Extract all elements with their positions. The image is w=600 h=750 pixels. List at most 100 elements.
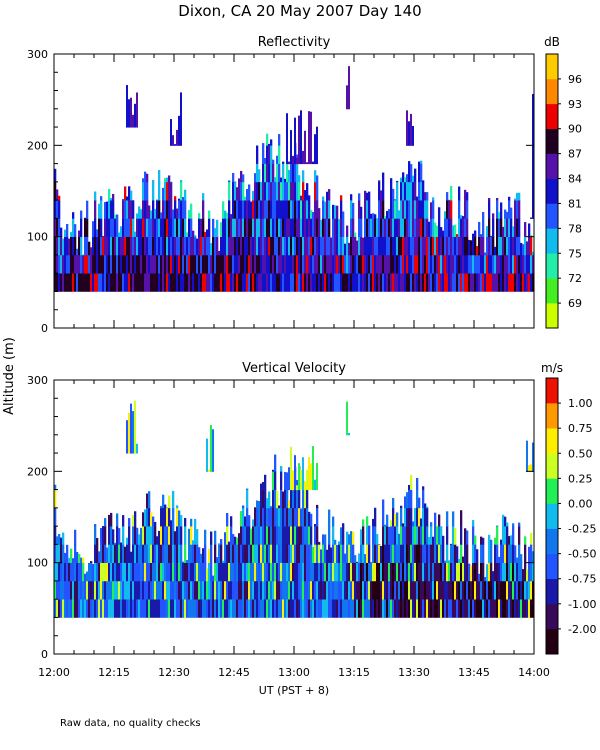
velocity-cell — [498, 599, 501, 618]
elevated-echo — [348, 66, 350, 110]
reflectivity-cell — [114, 236, 117, 256]
velocity-cell — [500, 580, 503, 600]
reflectivity-cell — [342, 218, 345, 237]
reflectivity-cell — [396, 181, 399, 201]
velocity-cell — [96, 599, 99, 618]
colorbar-swatch — [546, 503, 558, 529]
reflectivity-cell — [326, 191, 329, 201]
reflectivity-cell — [264, 254, 267, 274]
reflectivity-cell — [120, 226, 123, 237]
velocity-cell — [474, 580, 477, 600]
velocity-cell — [174, 544, 177, 563]
velocity-cell — [320, 562, 323, 582]
reflectivity-cell — [296, 181, 299, 201]
velocity-cell — [132, 599, 135, 618]
reflectivity-cell — [270, 200, 273, 219]
velocity-cell — [506, 562, 509, 582]
velocity-cell — [522, 580, 525, 600]
reflectivity-cell — [244, 200, 247, 219]
velocity-cell — [372, 518, 375, 527]
elevated-echo — [206, 438, 208, 472]
velocity-cell — [238, 580, 241, 600]
reflectivity-cell — [210, 254, 213, 274]
velocity-cell — [366, 580, 369, 600]
reflectivity-cell — [234, 273, 237, 292]
reflectivity-cell — [56, 218, 59, 237]
velocity-cell — [118, 580, 121, 600]
velocity-cell — [114, 562, 117, 582]
velocity-cell — [382, 544, 385, 563]
velocity-cell — [310, 580, 313, 600]
velocity-cell — [412, 544, 415, 563]
velocity-cell — [452, 526, 455, 545]
velocity-cell — [484, 580, 487, 600]
colorbar-swatch — [546, 478, 558, 504]
velocity-cell — [154, 521, 157, 527]
velocity-cell — [186, 562, 189, 582]
reflectivity-cell — [280, 177, 283, 183]
reflectivity-cell — [278, 163, 281, 183]
reflectivity-cell — [350, 236, 353, 256]
velocity-cell — [114, 599, 117, 618]
reflectivity-cell — [418, 163, 421, 183]
velocity-cell — [134, 599, 137, 618]
reflectivity-cell — [204, 231, 207, 237]
reflectivity-cell — [300, 195, 303, 201]
colorbar-label: -0.50 — [568, 548, 596, 561]
reflectivity-cell — [306, 218, 309, 237]
velocity-cell — [104, 599, 107, 618]
velocity-cell — [316, 562, 319, 582]
reflectivity-cell — [108, 200, 111, 219]
velocity-cell — [500, 539, 503, 545]
reflectivity-cell — [242, 254, 245, 274]
velocity-cell — [364, 599, 367, 618]
reflectivity-cell — [276, 163, 279, 183]
elevated-echo — [286, 113, 288, 165]
velocity-cell — [432, 544, 435, 563]
velocity-cell — [210, 531, 213, 545]
reflectivity-cell — [250, 273, 253, 292]
velocity-cell — [416, 489, 419, 509]
reflectivity-cell — [126, 200, 129, 219]
velocity-cell — [352, 580, 355, 600]
reflectivity-cell — [396, 236, 399, 256]
velocity-cell — [248, 544, 251, 563]
x-axis-label: UT (PST + 8) — [259, 684, 329, 697]
reflectivity-cell — [180, 180, 183, 183]
reflectivity-cell — [472, 254, 475, 274]
velocity-cell — [260, 526, 263, 545]
velocity-cell — [502, 580, 505, 600]
velocity-cell — [98, 580, 101, 600]
reflectivity-cell — [80, 218, 83, 237]
reflectivity-cell — [130, 218, 133, 237]
velocity-cell — [156, 544, 159, 563]
velocity-cell — [446, 526, 449, 545]
reflectivity-cell — [506, 254, 509, 274]
velocity-cell — [258, 562, 261, 582]
reflectivity-cell — [370, 213, 373, 219]
velocity-cell — [100, 562, 103, 582]
reflectivity-cell — [240, 170, 243, 183]
velocity-cell — [270, 507, 273, 527]
reflectivity-cell — [392, 218, 395, 237]
velocity-cell — [246, 544, 249, 563]
reflectivity-cell — [322, 200, 325, 219]
velocity-cell — [60, 537, 63, 545]
reflectivity-cell — [336, 205, 339, 219]
velocity-cell — [292, 599, 295, 618]
velocity-cell — [350, 580, 353, 600]
reflectivity-cell — [106, 254, 109, 274]
reflectivity-cell — [494, 246, 497, 256]
reflectivity-cell — [58, 236, 61, 256]
reflectivity-cell — [234, 254, 237, 274]
velocity-cell — [256, 599, 259, 618]
reflectivity-cell — [422, 236, 425, 256]
velocity-cell — [320, 599, 323, 618]
reflectivity-cell — [492, 273, 495, 292]
reflectivity-cell — [72, 212, 75, 219]
reflectivity-cell — [510, 254, 513, 274]
velocity-cell — [340, 599, 343, 618]
velocity-cell — [338, 541, 341, 545]
velocity-cell — [346, 544, 349, 563]
reflectivity-cell — [112, 273, 115, 292]
